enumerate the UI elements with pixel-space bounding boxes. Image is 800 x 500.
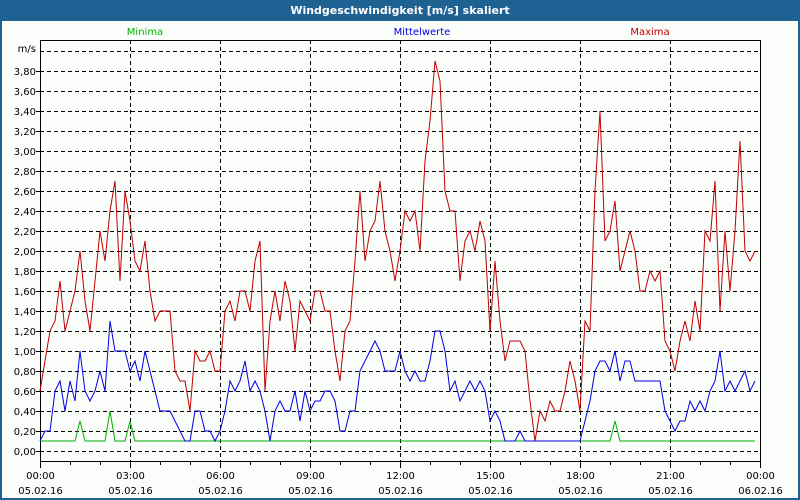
x-tick-time: 18:00 [566, 471, 595, 482]
x-tick-time: 09:00 [296, 471, 325, 482]
y-tick-label: 2,80 [14, 167, 36, 178]
y-tick-label: 1,40 [14, 307, 36, 318]
y-tick-label: 1,60 [14, 287, 36, 298]
y-tick-label: 1,20 [14, 327, 36, 338]
y-tick-label: 2,00 [14, 247, 36, 258]
x-tick-time: 00:00 [26, 471, 55, 482]
x-tick-date: 05.02.16 [378, 486, 423, 497]
y-tick-label: 3,80 [14, 67, 36, 78]
series-line-mittelwerte [39, 320, 756, 443]
x-tick-time: 12:00 [386, 471, 415, 482]
legend-mittelwerte: Mittelwerte [394, 27, 451, 38]
y-tick-label: 0,20 [14, 427, 36, 438]
x-tick-date: 05.02.16 [198, 486, 243, 497]
window-title: Windgeschwindigkeit [m/s] skaliert [0, 0, 800, 21]
y-tick-label: 3,40 [14, 107, 36, 118]
y-tick-label: 1,00 [14, 347, 36, 358]
x-tick-time: 06:00 [206, 471, 235, 482]
x-tick-date: 05.02.16 [558, 486, 603, 497]
x-tick-date: 05.02.16 [108, 486, 153, 497]
plot-frame [40, 40, 761, 462]
y-tick-label: 3,00 [14, 147, 36, 158]
y-tick-label: 0,40 [14, 407, 36, 418]
x-tick-date: 05.02.16 [648, 486, 693, 497]
y-tick-label: 0,00 [14, 447, 36, 458]
x-tick-date: 05.02.16 [288, 486, 333, 497]
y-tick-label: 0,60 [14, 387, 36, 398]
y-tick-label: 2,60 [14, 187, 36, 198]
x-tick-time: 15:00 [476, 471, 505, 482]
legend-minima: Minima [127, 27, 163, 38]
x-tick-time: 00:00 [746, 471, 775, 482]
y-tick-label: 3,60 [14, 87, 36, 98]
y-tick-label: 2,20 [14, 227, 36, 238]
x-tick-time: 21:00 [656, 471, 685, 482]
y-tick-label: 1,80 [14, 267, 36, 278]
x-tick-date: 06.02.16 [738, 486, 783, 497]
y-tick-label: 3,20 [14, 127, 36, 138]
y-axis-unit: m/s [18, 44, 36, 55]
legend-maxima: Maxima [630, 27, 669, 38]
x-tick-date: 05.02.16 [468, 486, 513, 497]
y-tick-label: 2,40 [14, 207, 36, 218]
x-tick-date: 05.02.16 [18, 486, 63, 497]
series-line-maxima [39, 60, 756, 442]
series-line-minima [40, 410, 755, 442]
x-tick-time: 03:00 [116, 471, 145, 482]
y-tick-label: 0,80 [14, 367, 36, 378]
